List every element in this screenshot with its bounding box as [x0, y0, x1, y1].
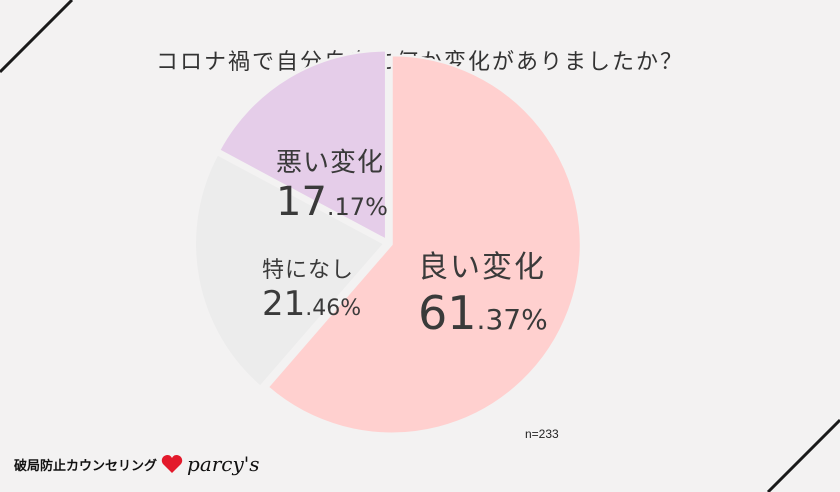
- brand-logo: parcy's: [187, 452, 260, 476]
- brand-text: 破局防止カウンセリング: [14, 458, 158, 474]
- slice-name-none: 特になし: [262, 258, 355, 283]
- slice-percent-dec-good: .37%: [476, 303, 548, 336]
- pie-slice-bad: [218, 49, 387, 242]
- pie-slice-good: [266, 54, 582, 435]
- pie-slice-none: [194, 153, 386, 388]
- slice-percent-int-bad: 17: [276, 179, 327, 225]
- slice-percent-int-none: 21: [262, 284, 306, 324]
- slice-name-good: 良い変化: [418, 250, 546, 285]
- heart-icon: [161, 455, 183, 473]
- slice-label-bad: 悪い変化 17.17%: [276, 142, 388, 225]
- slice-percent-int-good: 61: [418, 286, 477, 340]
- slice-percent-dec-bad: .17%: [326, 193, 388, 221]
- slice-label-none: 特になし 21.46%: [262, 252, 361, 324]
- brand-footer: 破局防止カウンセリング parcy's: [14, 452, 260, 476]
- slice-percent-dec-none: .46%: [305, 296, 362, 321]
- sample-size-note: n=233: [525, 427, 559, 441]
- slice-label-good: 良い変化 61.37%: [418, 242, 548, 340]
- slice-name-bad: 悪い変化: [276, 148, 385, 178]
